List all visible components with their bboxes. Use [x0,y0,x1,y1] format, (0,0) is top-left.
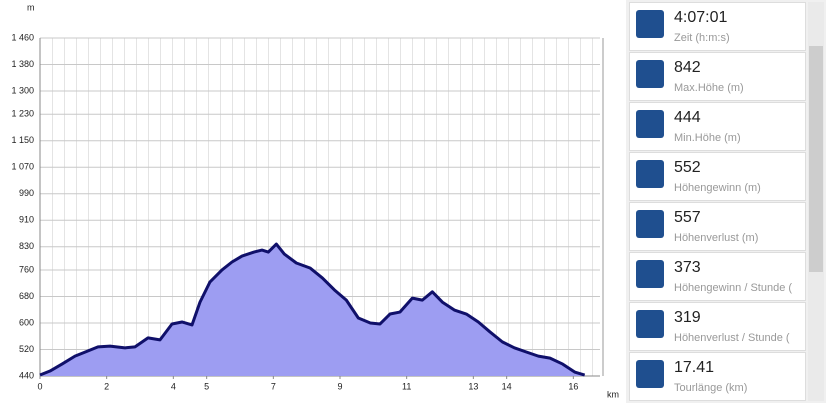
y-tick-label: 1 300 [11,85,34,95]
x-tick-label: 16 [568,381,578,391]
y-tick-label: 520 [19,344,34,354]
x-tick-label: 4 [171,381,176,391]
stat-label: Höhenverlust / Stunde ( [674,332,790,344]
y-tick-label: 1 460 [11,32,34,42]
stat-icon [636,210,664,238]
area-fill [40,244,585,376]
stats-panel: 4:07:01 Zeit (h:m:s) 842 Max.Höhe (m) 444 Min… [629,2,806,401]
stat-icon [636,60,664,88]
stat-value: 17.41 [674,359,715,376]
stat-value: 444 [674,109,701,126]
y-tick-label: 910 [19,215,34,225]
stat-label: Zeit (h:m:s) [674,32,730,44]
x-tick-label: 5 [204,381,209,391]
stat-icon [636,310,664,338]
scrollbar[interactable] [808,2,824,401]
x-tick-label: 9 [337,381,342,391]
stat-value: 319 [674,309,701,326]
y-axis-unit: m [27,2,35,12]
stat-card: 557 Höhenverlust (m) [629,202,806,251]
y-tick-label: 830 [19,241,34,251]
x-tick-label: 11 [402,381,411,391]
stat-label: Höhenverlust (m) [674,232,759,244]
stat-card: 842 Max.Höhe (m) [629,52,806,101]
stat-card: 373 Höhengewinn / Stunde ( [629,252,806,301]
x-tick-label: 7 [271,381,276,391]
stat-value: 552 [674,159,701,176]
y-tick-label: 1 230 [11,109,34,119]
stat-icon [636,260,664,288]
y-tick-label: 600 [19,317,34,327]
stat-card: 4:07:01 Zeit (h:m:s) [629,2,806,51]
x-tick-label: 14 [502,381,512,391]
y-tick-label: 1 380 [11,59,34,69]
stat-value: 4:07:01 [674,9,728,26]
x-axis-unit: km [607,389,619,399]
y-tick-label: 990 [19,188,34,198]
stat-label: Tourlänge (km) [674,382,748,394]
x-tick-label: 13 [468,381,478,391]
x-tick-label: 0 [37,381,42,391]
stat-icon [636,360,664,388]
stat-card: 319 Höhenverlust / Stunde ( [629,302,806,351]
stat-label: Min.Höhe (m) [674,132,741,144]
x-tick-label: 2 [104,381,109,391]
stat-label: Max.Höhe (m) [674,82,744,94]
y-tick-label: 1 070 [11,162,34,172]
stat-label: Höhengewinn / Stunde ( [674,282,793,294]
y-tick-label: 440 [19,370,34,380]
scrollbar-thumb[interactable] [809,46,823,272]
stat-label: Höhengewinn (m) [674,182,761,194]
stat-value: 557 [674,209,701,226]
stat-card: 444 Min.Höhe (m) [629,102,806,151]
stat-value: 373 [674,259,701,276]
elevation-line [39,242,586,377]
stat-icon [636,160,664,188]
stat-card: 552 Höhengewinn (m) [629,152,806,201]
stat-card: 17.41 Tourlänge (km) [629,352,806,401]
y-tick-label: 760 [19,264,34,274]
stat-icon [636,10,664,38]
stat-value: 842 [674,59,701,76]
y-tick-label: 1 150 [11,135,34,145]
y-tick-label: 680 [19,291,34,301]
stat-icon [636,110,664,138]
